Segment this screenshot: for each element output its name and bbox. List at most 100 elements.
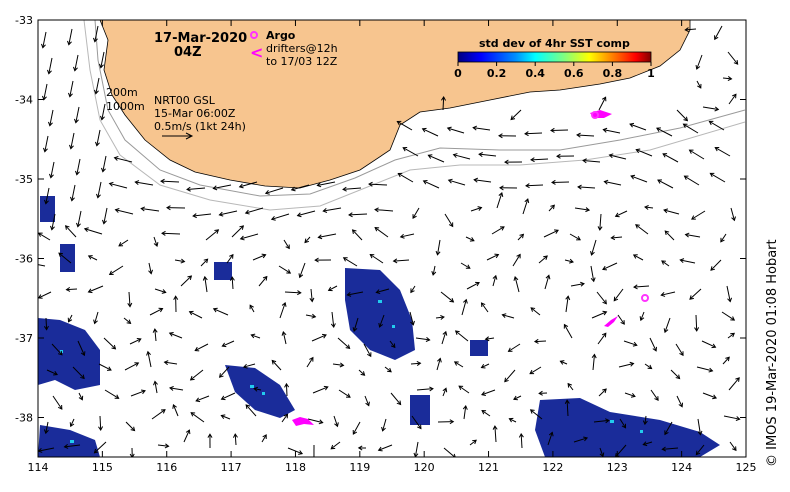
y-tick-label: -33: [15, 14, 33, 27]
current-arrow: [442, 387, 448, 397]
current-arrow: [195, 395, 210, 403]
current-arrow: [283, 239, 290, 250]
current-arrow: [327, 285, 338, 292]
current-arrow: [232, 433, 238, 446]
current-arrow: [635, 148, 653, 157]
current-arrow: [570, 281, 585, 287]
scale-label: 0.5m/s (1kt 24h): [154, 120, 246, 133]
drifter-label-1: drifters@12h: [266, 42, 338, 55]
current-arrow: [691, 210, 706, 220]
current-arrow: [513, 275, 520, 293]
current-arrow: [43, 135, 49, 153]
current-arrow: [559, 360, 568, 365]
current-arrow: [168, 331, 183, 339]
current-arrow: [364, 395, 370, 407]
current-arrow: [436, 357, 442, 371]
current-arrow: [381, 418, 387, 432]
current-arrow: [332, 362, 345, 368]
current-arrow: [244, 207, 264, 215]
current-arrow: [729, 441, 737, 452]
current-arrow: [124, 362, 140, 371]
current-arrow: [650, 389, 659, 401]
current-arrow: [279, 301, 287, 319]
current-arrow: [74, 106, 80, 124]
current-arrow: [76, 210, 82, 228]
current-arrow: [564, 258, 574, 264]
current-arrow: [284, 290, 302, 296]
current-arrow: [358, 369, 366, 376]
current-arrow: [189, 369, 204, 381]
x-tick-label: 114: [28, 461, 49, 474]
current-arrow: [98, 363, 112, 371]
current-arrow: [369, 253, 384, 264]
current-arrow: [180, 275, 193, 287]
current-arrow: [70, 184, 76, 202]
current-arrow: [392, 258, 410, 264]
current-arrow: [41, 31, 47, 49]
current-arrow: [43, 421, 49, 435]
current-arrow: [192, 213, 212, 219]
current-arrow: [38, 264, 46, 267]
current-arrow: [220, 392, 236, 401]
current-arrow: [642, 441, 653, 447]
current-arrow: [183, 429, 191, 443]
current-arrow: [574, 207, 591, 213]
current-arrow: [590, 239, 597, 256]
current-arrow: [661, 446, 679, 452]
current-arrow: [157, 443, 170, 449]
current-arrow: [163, 360, 178, 366]
current-arrow: [239, 233, 259, 241]
colorbar-tick-label: 0.6: [564, 67, 584, 80]
current-arrow: [624, 392, 636, 398]
current-arrow: [454, 330, 469, 342]
current-arrow: [96, 181, 102, 199]
current-arrow: [212, 184, 232, 191]
current-arrow: [465, 236, 475, 242]
current-arrow: [446, 126, 465, 134]
argo-float-marker: [641, 294, 649, 302]
current-arrow: [287, 447, 304, 455]
current-arrow: [598, 96, 607, 111]
depth-contour-200m: [94, 20, 746, 197]
model-label: NRT00 GSL: [154, 94, 216, 107]
current-arrow: [129, 447, 135, 457]
current-arrow: [250, 333, 261, 339]
current-arrow: [305, 313, 317, 319]
current-arrow: [317, 233, 337, 240]
current-arrow: [714, 25, 723, 41]
current-arrow: [543, 229, 559, 238]
current-arrow: [296, 210, 316, 218]
current-arrow: [174, 258, 186, 264]
current-arrow: [397, 172, 414, 183]
current-arrow: [441, 95, 446, 111]
current-arrow: [660, 291, 676, 297]
current-arrow: [384, 366, 392, 373]
current-arrow: [140, 206, 160, 212]
current-arrow: [396, 120, 413, 131]
current-arrow: [679, 258, 696, 264]
current-arrow: [629, 122, 647, 131]
colorbar: [457, 51, 652, 63]
current-arrow: [480, 363, 490, 369]
y-tick-label: -36: [15, 253, 33, 266]
current-arrow: [639, 311, 645, 322]
current-arrow: [453, 361, 464, 368]
current-arrow: [696, 80, 702, 89]
argo-label: Argo: [266, 29, 296, 42]
current-arrow: [200, 258, 209, 267]
map-date: 17-Mar-2020: [154, 31, 247, 46]
current-arrow: [614, 210, 628, 218]
current-arrow: [389, 340, 396, 349]
current-arrow: [311, 333, 327, 342]
current-arrow: [593, 418, 610, 424]
current-arrow: [46, 369, 59, 376]
current-arrow: [118, 239, 129, 247]
current-arrow: [656, 127, 673, 137]
current-arrow: [93, 441, 107, 454]
current-arrow: [504, 369, 516, 383]
current-arrow: [444, 213, 454, 228]
current-arrow: [730, 207, 736, 222]
current-arrow: [212, 307, 229, 316]
current-arrow: [663, 317, 671, 334]
current-arrow: [684, 27, 697, 33]
